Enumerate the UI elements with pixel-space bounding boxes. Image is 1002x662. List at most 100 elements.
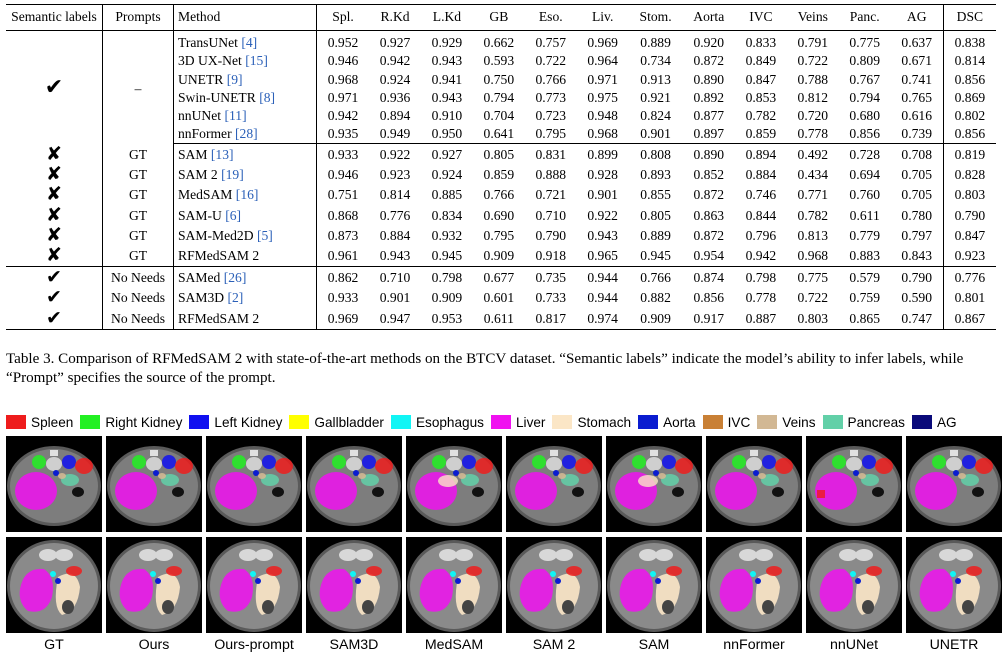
score-cell: 0.721 <box>535 187 567 203</box>
prompt-cell: GT <box>102 143 174 166</box>
semantic-label-cell: ✔ <box>6 30 103 144</box>
col-header: L.Kd <box>420 3 473 32</box>
table-group-supervised: ✔ – TransUNet [4] 0.952 0.927 0.929 0.662 0.757… <box>6 30 996 145</box>
score-cell: 0.662 <box>483 35 515 51</box>
citation-link[interactable]: [15] <box>245 53 268 69</box>
score-cell: 0.852 <box>693 167 725 183</box>
citation-link[interactable]: [16] <box>235 187 259 203</box>
score-cell: 0.894 <box>745 147 777 163</box>
table-row: 3D UX-Net [15] 0.946 0.942 0.943 0.593 0.722 0… <box>6 52 996 71</box>
semantic-label-cell: ✔ <box>6 266 103 289</box>
prompt-cell: No Needs <box>102 288 174 309</box>
score-cell: 0.943 <box>369 245 421 268</box>
method-name: 3D UX-Net <box>178 53 242 69</box>
col-header: GB <box>472 3 525 32</box>
score-cell: 0.927 <box>431 147 463 163</box>
col-header: Veins <box>786 3 839 32</box>
score-cell: 0.611 <box>472 308 525 330</box>
citation-link[interactable]: [8] <box>259 89 276 105</box>
table-row: ✘ GT SAM-U [6] 0.868 0.776 0.834 0.690 0.710 0.9… <box>6 205 996 226</box>
score-cell: 0.765 <box>901 89 932 105</box>
citation-link[interactable]: [19] <box>221 167 244 183</box>
method-name: UNETR <box>178 71 224 87</box>
citation-link[interactable]: [13] <box>210 147 234 163</box>
citation-link[interactable]: [6] <box>225 207 242 223</box>
score-cell: 0.975 <box>587 89 618 105</box>
score-cell: 0.790 <box>901 270 932 286</box>
score-cell: 0.901 <box>379 290 411 306</box>
results-table: Semantic labels Prompts Method Spl. R.Kd… <box>6 3 996 330</box>
score-cell: 0.927 <box>379 35 411 51</box>
score-cell: 0.853 <box>745 89 777 105</box>
score-cell: 0.946 <box>327 167 359 183</box>
legend-label: Stomach <box>577 414 632 430</box>
checkmark-icon: ✔ <box>46 306 62 329</box>
prompt-cell: GT <box>102 245 174 268</box>
score-cell: 0.710 <box>379 270 411 286</box>
citation-link[interactable]: [26] <box>223 270 247 286</box>
score-cell: 0.899 <box>587 147 618 163</box>
score-cell: 0.579 <box>849 270 881 286</box>
dsc-cell: 0.801 <box>942 288 996 309</box>
table-caption: Table 3. Comparison of RFMedSAM 2 with s… <box>6 351 964 386</box>
citation-link[interactable]: [9] <box>226 71 243 87</box>
method-name: SAM-U <box>178 207 222 223</box>
citation-link[interactable]: [11] <box>224 108 247 124</box>
score-cell: 0.884 <box>379 227 411 243</box>
col-header: DSC <box>942 3 996 32</box>
dsc-cell: 0.828 <box>942 165 996 186</box>
dsc-cell: 0.923 <box>942 245 996 268</box>
ct-scan-image <box>306 537 402 633</box>
score-cell: 0.942 <box>379 53 411 69</box>
ct-scan-image <box>406 436 502 532</box>
score-cell: 0.705 <box>901 167 932 183</box>
score-cell: 0.708 <box>901 147 932 163</box>
score-cell: 0.943 <box>431 53 463 69</box>
citation-link[interactable]: [4] <box>241 35 258 51</box>
table-group-automatic: ✔ No Needs SAMed [26] 0.862 0.710 0.798 0.677 0… <box>6 266 996 330</box>
legend-item: Liver <box>490 415 545 430</box>
score-cell: 0.918 <box>524 245 577 268</box>
method-cell: RFMedSAM 2 <box>173 245 317 268</box>
method-cell: SAMed [26] <box>173 266 317 289</box>
table-header-row: Semantic labels Prompts Method Spl. R.Kd… <box>6 3 996 32</box>
score-cell: 0.974 <box>576 308 629 330</box>
score-cell: 0.780 <box>901 207 932 223</box>
ct-scan-image <box>706 537 802 633</box>
method-cell: nnFormer [28] <box>173 125 317 145</box>
score-cell: 0.859 <box>483 167 515 183</box>
citation-link[interactable]: [28] <box>235 126 258 142</box>
score-cell: 0.890 <box>693 71 725 87</box>
score-cell: 0.766 <box>640 270 671 286</box>
score-cell: 0.788 <box>797 71 829 87</box>
dsc-cell: 0.869 <box>942 88 996 108</box>
score-cell: 0.760 <box>849 187 881 203</box>
citation-link[interactable]: [5] <box>256 227 273 243</box>
score-cell: 0.942 <box>734 245 787 268</box>
dsc-cell: 0.856 <box>942 70 996 89</box>
score-cell: 0.690 <box>483 207 515 223</box>
score-cell: 0.932 <box>431 227 463 243</box>
legend-swatch <box>189 415 210 429</box>
score-cell: 0.677 <box>483 270 515 286</box>
method-cell: nnUNet [11] <box>173 107 317 126</box>
score-cell: 0.922 <box>587 207 618 223</box>
score-cell: 0.961 <box>316 245 370 268</box>
score-cell: 0.746 <box>745 187 777 203</box>
table-row: nnUNet [11] 0.942 0.894 0.910 0.704 0.723 0.94… <box>6 107 996 126</box>
method-cell: SAM-U [6] <box>173 205 317 226</box>
column-label: SAM <box>638 637 670 653</box>
method-name: SAM-Med2D <box>178 227 254 243</box>
score-cell: 0.917 <box>682 308 735 330</box>
column-label: nnFormer <box>723 637 785 653</box>
legend-swatch <box>552 415 573 429</box>
score-cell: 0.723 <box>535 108 567 124</box>
cross-icon: ✘ <box>46 183 62 206</box>
legend-swatch <box>757 415 778 429</box>
score-cell: 0.933 <box>327 147 359 163</box>
citation-link[interactable]: [2] <box>227 290 244 306</box>
score-cell: 0.884 <box>745 167 777 183</box>
ct-scan-image <box>806 537 902 633</box>
score-cell: 0.794 <box>483 89 515 105</box>
legend-swatch <box>822 415 843 429</box>
